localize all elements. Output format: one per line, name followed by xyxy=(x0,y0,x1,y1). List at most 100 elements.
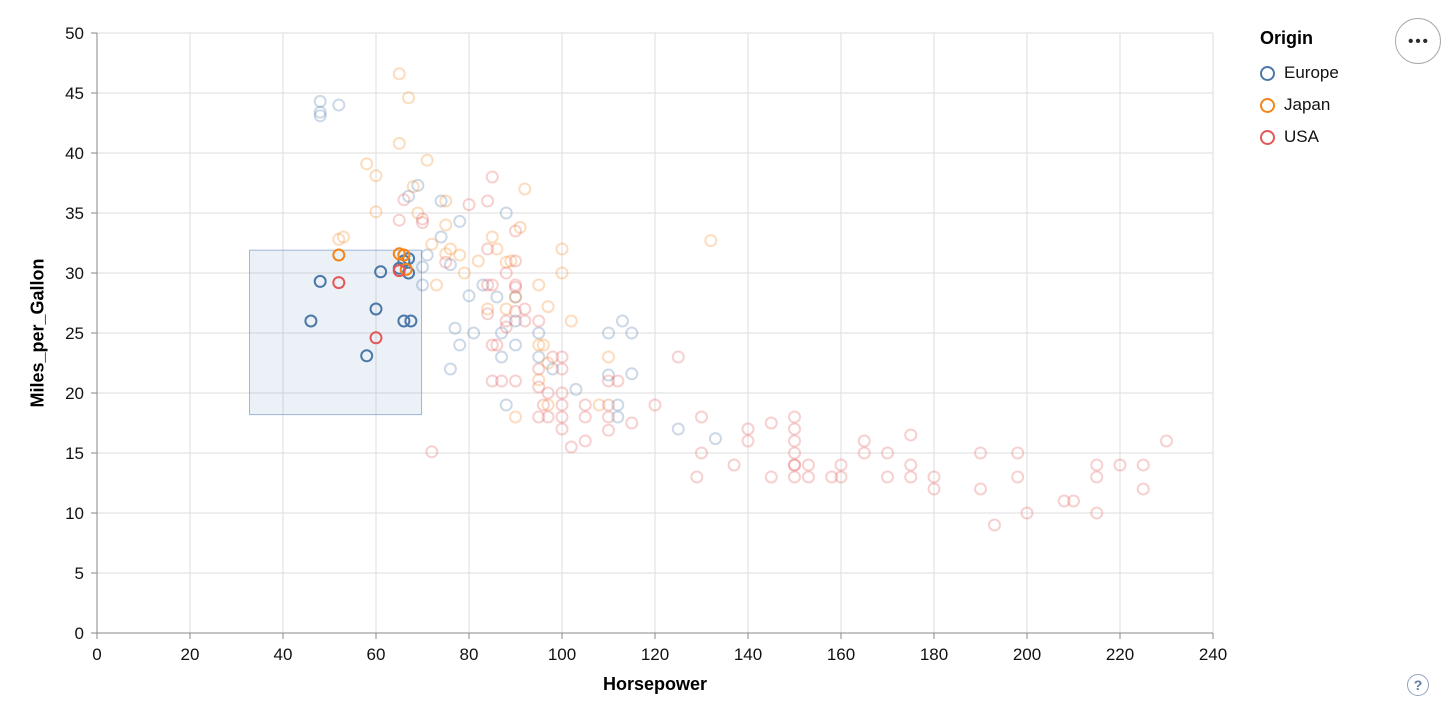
data-point xyxy=(788,410,801,424)
data-point xyxy=(578,410,592,424)
data-point xyxy=(904,428,918,442)
x-tick-label: 0 xyxy=(92,645,101,664)
data-point xyxy=(313,105,327,119)
data-point xyxy=(788,422,801,436)
data-point xyxy=(825,470,839,484)
data-point xyxy=(420,248,434,262)
data-point xyxy=(602,374,615,388)
x-tick-label: 240 xyxy=(1199,645,1227,664)
data-point xyxy=(509,290,522,304)
data-point xyxy=(671,422,685,436)
data-point xyxy=(555,410,569,424)
data-point xyxy=(541,398,555,412)
data-point xyxy=(304,314,318,328)
data-point xyxy=(404,314,418,328)
data-point xyxy=(987,518,1001,532)
data-point xyxy=(360,349,374,363)
data-point xyxy=(532,373,546,387)
data-point xyxy=(532,326,546,340)
data-point xyxy=(564,314,578,328)
data-point xyxy=(453,248,467,262)
data-point xyxy=(555,242,569,256)
data-point xyxy=(625,367,639,381)
x-tick-label: 160 xyxy=(827,645,855,664)
legend-entry-europe[interactable]: Europe xyxy=(1260,63,1339,83)
data-point xyxy=(1090,506,1104,520)
data-point xyxy=(439,255,453,269)
y-tick-label: 5 xyxy=(75,564,84,583)
data-point xyxy=(555,266,569,280)
data-point xyxy=(578,434,592,448)
data-point xyxy=(881,446,894,460)
data-point xyxy=(443,362,457,376)
data-point xyxy=(402,91,416,105)
data-point xyxy=(764,416,778,430)
x-tick-label: 120 xyxy=(641,645,669,664)
data-point xyxy=(485,170,499,184)
data-point xyxy=(499,398,513,412)
data-point xyxy=(695,410,708,424)
data-point xyxy=(332,98,346,112)
data-point xyxy=(509,254,522,268)
data-point xyxy=(397,193,411,207)
data-point xyxy=(555,398,569,412)
y-tick-label: 40 xyxy=(65,144,84,163)
data-point xyxy=(509,280,522,294)
data-point xyxy=(499,206,513,220)
data-point xyxy=(392,136,406,150)
data-point xyxy=(546,350,560,364)
data-point xyxy=(406,180,420,194)
data-point xyxy=(485,338,499,352)
data-point xyxy=(332,276,346,290)
data-point xyxy=(467,326,481,340)
data-point xyxy=(499,320,513,334)
data-point xyxy=(429,278,443,292)
data-point xyxy=(313,109,327,123)
data-point xyxy=(499,314,513,328)
data-point xyxy=(397,314,411,328)
options-menu-button[interactable]: ••• xyxy=(1395,18,1441,64)
data-point xyxy=(485,230,499,244)
data-point xyxy=(499,255,513,269)
data-point xyxy=(509,290,522,304)
data-point xyxy=(439,218,453,232)
x-axis-title: Horsepower xyxy=(602,674,708,694)
legend-entry-label: Japan xyxy=(1284,95,1331,114)
data-point xyxy=(481,307,495,321)
data-point xyxy=(541,410,555,424)
data-point xyxy=(397,248,411,262)
data-points xyxy=(304,67,1173,532)
data-point xyxy=(439,194,453,208)
data-point xyxy=(499,266,513,280)
data-point xyxy=(518,182,532,196)
data-point xyxy=(788,458,801,472)
legend-entry-japan[interactable]: Japan xyxy=(1260,95,1339,115)
ellipsis-icon: ••• xyxy=(1408,32,1430,50)
data-point xyxy=(532,380,546,394)
data-point xyxy=(471,254,485,268)
data-point xyxy=(834,458,848,472)
x-tick-label: 100 xyxy=(548,645,576,664)
data-point xyxy=(360,157,374,171)
data-point xyxy=(555,362,569,376)
x-tick-label: 140 xyxy=(734,645,762,664)
x-tick-label: 180 xyxy=(920,645,948,664)
data-point xyxy=(690,470,704,484)
help-button[interactable]: ? xyxy=(1407,674,1429,696)
data-point xyxy=(788,458,801,472)
data-point xyxy=(476,278,490,292)
data-point xyxy=(509,304,522,318)
data-point xyxy=(336,230,350,244)
data-point xyxy=(927,470,941,484)
x-tick-label: 40 xyxy=(274,645,293,664)
data-point xyxy=(569,382,583,396)
y-tick-label: 45 xyxy=(65,84,84,103)
data-point xyxy=(974,446,987,460)
data-point xyxy=(857,434,871,448)
data-point xyxy=(708,432,722,446)
usa-swatch-icon xyxy=(1260,129,1275,145)
legend-entry-usa[interactable]: USA xyxy=(1260,127,1339,147)
data-point xyxy=(369,169,383,183)
